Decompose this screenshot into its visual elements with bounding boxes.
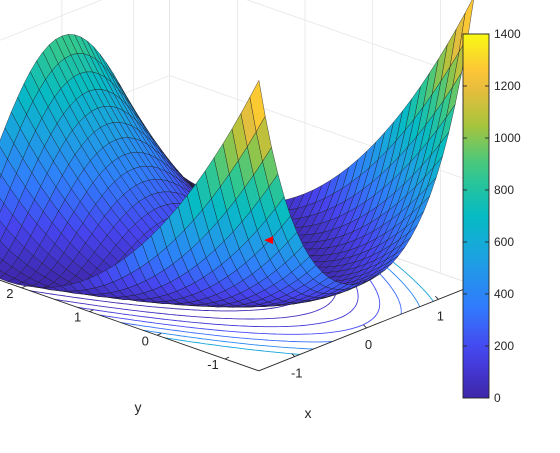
colorbar-tick-label: 800	[494, 183, 514, 197]
y-tick-label: 0	[142, 333, 149, 348]
colorbar-tick-label: 400	[494, 287, 514, 301]
colorbar-tick-label: 1200	[494, 79, 521, 93]
grid-line	[170, 0, 475, 79]
x-tick-label: 0	[365, 337, 372, 352]
y-tick	[22, 286, 26, 288]
x-tick-label: 1	[437, 308, 444, 323]
y-tick-label: 2	[6, 286, 13, 301]
y-tick-label: 1	[74, 310, 81, 325]
x-axis-label: x	[305, 405, 312, 421]
y-tick	[90, 310, 94, 312]
y-tick-label: -1	[207, 357, 219, 372]
colorbar-tick-label: 1000	[494, 131, 521, 145]
x-tick	[435, 296, 438, 299]
y-tick	[225, 357, 229, 359]
colorbar-tick-label: 200	[494, 339, 514, 353]
colorbar: 0 200 400 600 800 1000 1200 1400	[463, 27, 521, 405]
y-axis-label: y	[135, 399, 142, 415]
x-tick-label: -1	[291, 366, 303, 381]
y-tick	[157, 333, 161, 335]
colorbar-gradient	[463, 34, 489, 398]
x-tick	[364, 325, 367, 328]
colorbar-tick-label: 600	[494, 235, 514, 249]
colorbar-tick-label: 0	[494, 391, 501, 405]
colorbar-tick-label: 1400	[494, 27, 521, 41]
